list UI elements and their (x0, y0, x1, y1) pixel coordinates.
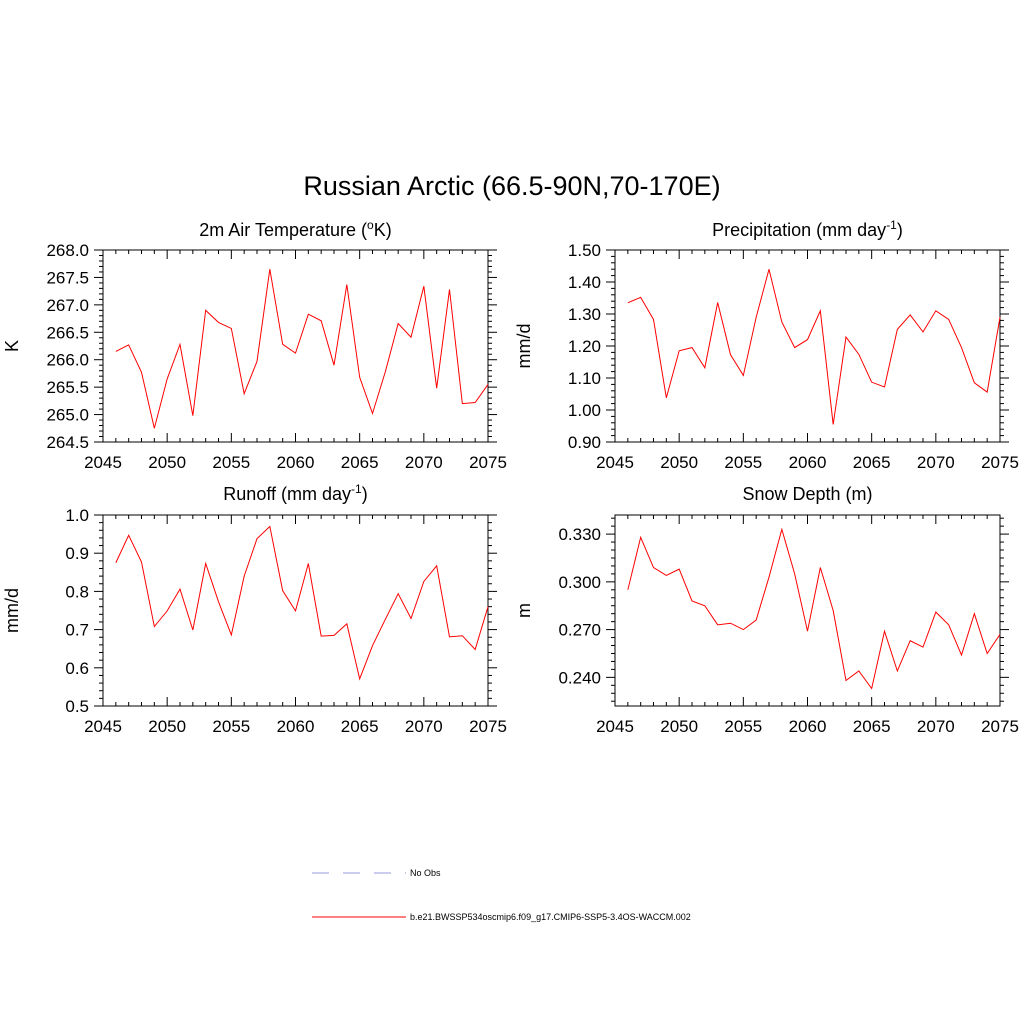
x-tick-label: 2060 (789, 717, 827, 736)
y-tick-label: 267.5 (46, 268, 89, 287)
y-tick-label: 267.0 (46, 296, 89, 315)
y-tick-label: 0.300 (558, 573, 601, 592)
x-tick-label: 2050 (148, 717, 186, 736)
y-tick-label: 264.5 (46, 433, 89, 452)
x-tick-label: 2065 (853, 453, 891, 472)
x-tick-label: 2065 (341, 717, 379, 736)
y-tick-label: 266.0 (46, 351, 89, 370)
x-tick-label: 2045 (596, 453, 634, 472)
legend-item: No Obs (312, 868, 441, 878)
y-tick-label: 266.5 (46, 323, 89, 342)
legend-label: No Obs (410, 868, 441, 878)
x-tick-label: 2060 (277, 453, 315, 472)
legend: No Obs b.e21.BWSSP534oscmip6.f09_g17.CMIP… (312, 868, 691, 922)
x-tick-label: 2050 (660, 717, 698, 736)
y-tick-label: 0.90 (568, 433, 601, 452)
x-tick-label: 2055 (212, 453, 250, 472)
y-tick-label: 265.0 (46, 406, 89, 425)
y-tick-label: 1.20 (568, 337, 601, 356)
y-tick-label: 1.10 (568, 369, 601, 388)
legend-label: b.e21.BWSSP534oscmip6.f09_g17.CMIP6-SSP5… (410, 912, 691, 922)
main-title: Russian Arctic (66.5-90N,70-170E) (303, 171, 720, 201)
x-tick-label: 2050 (660, 453, 698, 472)
y-tick-label: 1.30 (568, 305, 601, 324)
panel-title: Precipitation (mm day-1) (712, 218, 903, 240)
panels: 2m Air Temperature (oK) K 2045 2050 2055 2060… (2, 218, 1019, 736)
y-tick-label: 0.7 (65, 621, 89, 640)
plot-frame (614, 249, 1001, 443)
x-tick-label: 2045 (84, 453, 122, 472)
y-axis-label: mm/d (514, 324, 534, 369)
panel-temp: 2m Air Temperature (oK) K 2045 2050 2055 2060… (2, 218, 507, 472)
y-tick-label: 0.240 (558, 668, 601, 687)
x-tick-label: 2075 (469, 453, 507, 472)
x-tick-label: 2045 (84, 717, 122, 736)
series-line-precip (627, 269, 1001, 425)
y-tick-label: 0.6 (65, 659, 89, 678)
y-tick-label: 265.5 (46, 378, 89, 397)
y-tick-label: 0.330 (558, 525, 601, 544)
legend-item: b.e21.BWSSP534oscmip6.f09_g17.CMIP6-SSP5… (312, 912, 691, 922)
y-tick-label: 0.8 (65, 582, 89, 601)
x-tick-label: 2070 (917, 453, 955, 472)
x-tick-label: 2060 (277, 717, 315, 736)
x-tick-label: 2065 (341, 453, 379, 472)
x-tick-label: 2045 (596, 717, 634, 736)
x-tick-label: 2060 (789, 453, 827, 472)
x-tick-label: 2070 (405, 453, 443, 472)
x-tick-label: 2065 (853, 717, 891, 736)
x-tick-label: 2055 (724, 717, 762, 736)
y-tick-label: 1.00 (568, 401, 601, 420)
y-tick-label: 1.40 (568, 273, 601, 292)
x-tick-label: 2075 (981, 717, 1019, 736)
panel-title: Runoff (mm day-1) (223, 482, 367, 504)
x-tick-label: 2075 (981, 453, 1019, 472)
series-line-runoff (115, 525, 489, 681)
plot-frame (614, 514, 1001, 707)
y-axis-label: K (2, 340, 22, 352)
panel-runoff: Runoff (mm day-1) mm/d 2045 2050 2055 2060 206… (2, 482, 507, 736)
x-tick-label: 2055 (724, 453, 762, 472)
x-tick-label: 2050 (148, 453, 186, 472)
x-tick-label: 2070 (405, 717, 443, 736)
panel-precip: Precipitation (mm day-1) mm/d 2045 2050 2055… (514, 218, 1019, 472)
y-tick-label: 268.0 (46, 241, 89, 260)
x-tick-label: 2070 (917, 717, 955, 736)
panel-title: 2m Air Temperature (oK) (199, 218, 391, 240)
y-tick-label: 1.50 (568, 241, 601, 260)
y-tick-label: 0.9 (65, 544, 89, 563)
series-line-snow (627, 527, 1001, 690)
y-tick-label: 1.0 (65, 506, 89, 525)
panel-snow: Snow Depth (m) m 2045 2050 2055 2060 2065 2070 2… (514, 484, 1019, 736)
y-tick-label: 0.5 (65, 697, 89, 716)
x-tick-label: 2075 (469, 717, 507, 736)
x-tick-label: 2055 (212, 717, 250, 736)
plot-frame (102, 249, 489, 443)
y-tick-label: 0.270 (558, 621, 601, 640)
series-line-temp (115, 269, 489, 429)
panel-title: Snow Depth (m) (742, 484, 872, 504)
y-axis-label: m (514, 603, 534, 618)
y-axis-label: mm/d (2, 588, 22, 633)
